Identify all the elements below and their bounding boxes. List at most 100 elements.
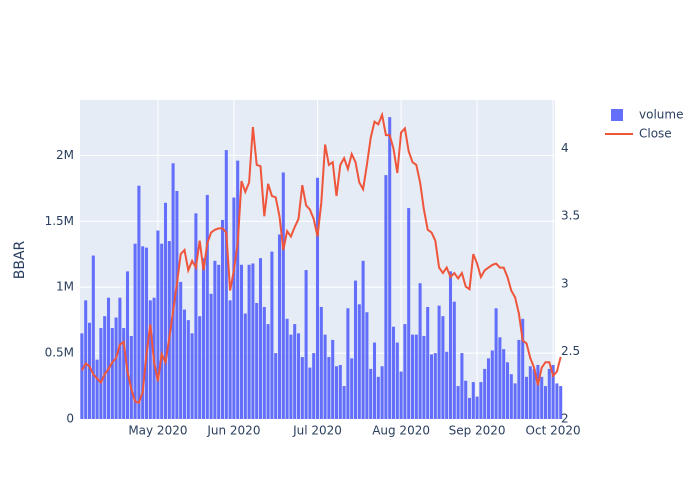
bar — [160, 243, 164, 419]
bar — [475, 396, 479, 419]
bar — [532, 368, 536, 419]
bar — [464, 380, 468, 419]
bar — [456, 386, 460, 419]
bar — [338, 364, 342, 419]
bar — [365, 312, 369, 419]
bar — [308, 367, 312, 419]
bar — [414, 334, 418, 419]
legend-item: Close — [605, 127, 672, 141]
y-axis-title: BBAR — [12, 240, 28, 279]
bar — [236, 160, 240, 420]
legend-item: volume — [611, 108, 683, 122]
bar — [445, 351, 449, 419]
bar — [304, 270, 308, 419]
bar — [220, 219, 225, 419]
bar — [452, 301, 456, 419]
bar — [380, 366, 384, 419]
bar — [266, 324, 270, 419]
y2-tick-label: 4 — [561, 141, 569, 155]
bar — [471, 382, 475, 419]
y-tick-label: 1M — [56, 280, 74, 294]
bar — [551, 364, 555, 419]
bar — [156, 230, 160, 419]
bar — [137, 185, 141, 419]
bar — [148, 300, 152, 419]
bar — [555, 383, 559, 419]
bar — [91, 255, 95, 419]
bar — [384, 175, 388, 419]
bar — [315, 177, 320, 419]
bar — [410, 334, 415, 419]
bar — [521, 318, 525, 419]
bar — [205, 194, 209, 419]
bar — [122, 328, 126, 419]
bar — [167, 241, 171, 419]
bar — [467, 397, 472, 419]
y2-tick-label: 2.5 — [561, 344, 580, 358]
bar — [247, 264, 251, 419]
bar — [323, 334, 327, 419]
bar — [502, 349, 506, 419]
bar — [239, 264, 244, 419]
bar — [103, 316, 107, 419]
bar — [509, 374, 513, 419]
y-tick-label: 0.5M — [45, 346, 74, 360]
bar — [95, 359, 99, 419]
bar — [395, 342, 399, 419]
bar — [110, 328, 114, 419]
bar — [300, 357, 304, 419]
bar — [483, 368, 487, 419]
bar — [163, 202, 168, 419]
bar — [547, 368, 551, 419]
bar — [505, 362, 510, 419]
bar — [133, 243, 137, 419]
bar — [182, 309, 187, 419]
bar — [388, 117, 392, 420]
bar — [209, 293, 213, 419]
bar — [179, 281, 183, 419]
bar — [407, 208, 411, 419]
bar — [312, 353, 316, 419]
bar — [494, 308, 498, 419]
bar — [418, 283, 422, 419]
bar — [262, 306, 266, 419]
bar — [270, 251, 274, 419]
bar — [513, 383, 517, 419]
bar — [528, 366, 532, 419]
bar — [353, 280, 358, 419]
bar — [403, 324, 407, 419]
bar — [334, 366, 339, 419]
bar — [125, 271, 130, 419]
x-tick-label: Oct 2020 — [526, 424, 581, 438]
bar — [118, 297, 122, 419]
bar — [175, 190, 179, 419]
bar — [369, 368, 373, 419]
y-tick-label: 0 — [66, 412, 74, 426]
bar — [258, 258, 263, 419]
bar — [490, 350, 494, 419]
y-tick-label: 1.5M — [45, 214, 74, 228]
bar — [106, 297, 111, 419]
bar — [232, 197, 236, 419]
bar — [281, 172, 285, 419]
x-tick-label: Jun 2020 — [206, 424, 260, 438]
bar — [213, 260, 217, 419]
bar — [536, 364, 540, 419]
legend-label: Close — [639, 127, 672, 141]
bar — [540, 376, 544, 419]
bar — [346, 308, 350, 419]
bar — [144, 247, 149, 419]
y2-tick-label: 3.5 — [561, 209, 580, 223]
bar — [486, 358, 491, 419]
bar — [296, 333, 301, 419]
y2-tick-label: 2 — [561, 412, 569, 426]
bar — [479, 382, 483, 419]
x-tick-label: Sep 2020 — [449, 424, 506, 438]
bar — [426, 306, 430, 419]
bar — [129, 335, 133, 419]
bar — [441, 316, 445, 419]
bar — [331, 339, 335, 419]
x-tick-label: Jul 2020 — [292, 424, 342, 438]
bar — [190, 333, 194, 419]
bar — [186, 320, 190, 419]
